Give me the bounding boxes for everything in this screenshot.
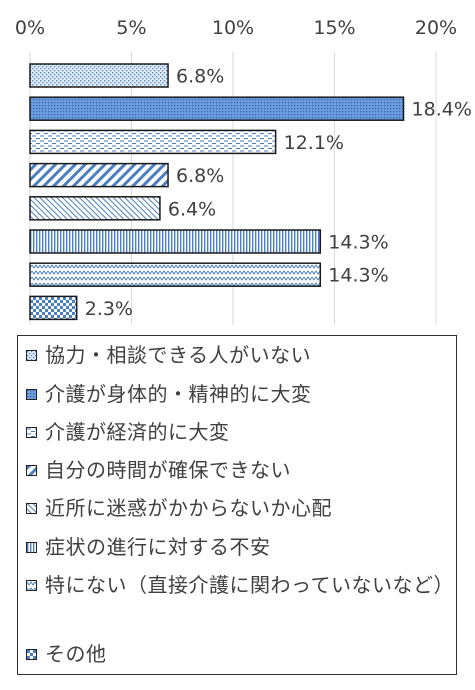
bar-value-label: 12.1% — [284, 132, 344, 154]
bar — [29, 129, 277, 155]
data-labels: 6.8% 18.4% 12.1% 6.8% 6.4% 14.3% 14.3% 2.3% — [85, 66, 472, 320]
legend-swatch — [26, 465, 37, 476]
bar — [29, 196, 161, 221]
legend-item: その他 — [26, 641, 446, 667]
x-tick-label: 0% — [15, 17, 45, 39]
legend-item: 自分の時間が確保できない — [26, 457, 446, 483]
x-tick-label: 5% — [116, 17, 146, 39]
bar-value-label: 14.3% — [328, 265, 388, 287]
bar — [29, 229, 322, 254]
bar — [29, 63, 169, 88]
legend-item: 介護が経済的に大変 — [26, 419, 446, 445]
bar-value-label: 2.3% — [85, 298, 133, 320]
legend-label: 特にない（直接介護に関わっていないなど） — [45, 573, 454, 597]
legend-swatch — [26, 350, 37, 361]
x-axis-ticks: 0% 5% 10% 15% 20% — [15, 17, 457, 39]
legend-label: その他 — [45, 642, 107, 666]
bar-value-label: 6.8% — [176, 66, 224, 88]
legend-swatch — [26, 503, 37, 514]
legend-swatch — [26, 580, 37, 591]
legend-swatch — [26, 542, 37, 553]
x-tick-label: 10% — [212, 17, 254, 39]
legend-item: 近所に迷惑がかからないか心配 — [26, 495, 446, 521]
bar-value-label: 18.4% — [412, 99, 472, 121]
legend-swatch — [26, 427, 37, 438]
legend-item: 介護が身体的・精神的に大変 — [26, 381, 446, 407]
legend-swatch — [26, 389, 37, 400]
x-tick-label: 15% — [313, 17, 355, 39]
x-tick-label: 20% — [415, 17, 457, 39]
bar-value-label: 14.3% — [328, 232, 388, 254]
bar-value-label: 6.4% — [168, 198, 216, 220]
legend-label: 自分の時間が確保できない — [45, 458, 291, 482]
legend-label: 症状の進行に対する不安 — [45, 535, 271, 559]
bars — [29, 63, 405, 321]
legend-item: 特にない（直接介護に関わっていないなど） — [26, 572, 454, 598]
legend-label: 近所に迷惑がかからないか心配 — [45, 496, 332, 520]
legend-swatch — [26, 649, 37, 660]
legend-item: 協力・相談できる人がいない — [26, 342, 446, 368]
bar-value-label: 6.8% — [176, 165, 224, 187]
legend-label: 介護が身体的・精神的に大変 — [45, 382, 312, 406]
legend: 協力・相談できる人がいない 介護が身体的・精神的に大変 介護が経済的に大変自分の時間… — [17, 335, 457, 675]
bar-chart: 0% 5% 10% 15% 20% 6.8% 18.4% 12.1% 6.8% 6.4% 14.3… — [15, 17, 472, 325]
legend-item: 症状の進行に対する不安 — [26, 534, 446, 560]
legend-label: 協力・相談できる人がいない — [45, 343, 312, 367]
bar — [29, 295, 78, 321]
bar — [29, 162, 169, 188]
legend-label: 介護が経済的に大変 — [45, 420, 230, 444]
bar — [29, 262, 322, 287]
bar — [29, 96, 405, 121]
